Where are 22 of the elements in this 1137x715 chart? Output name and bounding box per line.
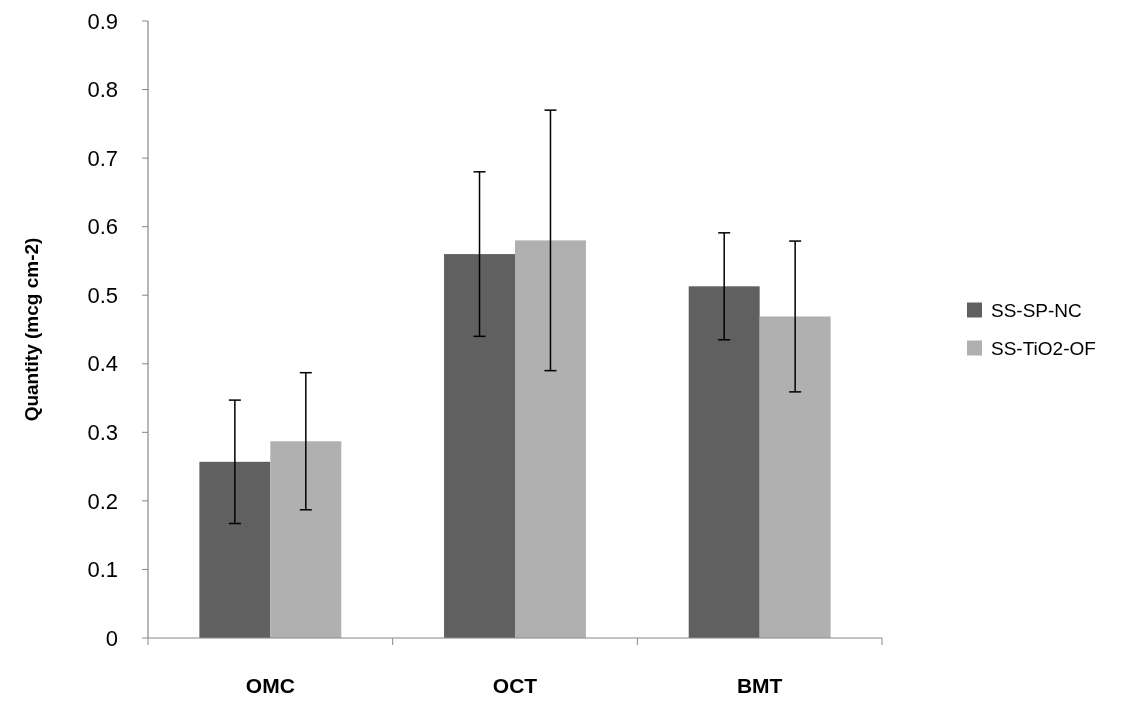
bar — [688, 286, 760, 638]
bar — [759, 316, 831, 638]
y-tick-label: 0.8 — [87, 77, 118, 103]
x-tick-label: OCT — [492, 674, 538, 697]
bar — [199, 461, 271, 638]
bar — [270, 441, 342, 638]
y-tick-label: 0 — [105, 625, 118, 651]
y-tick-label: 0.9 — [87, 8, 118, 34]
bar — [444, 254, 515, 638]
x-tick-label: BMT — [736, 674, 783, 697]
y-tick-label: 0.1 — [87, 557, 118, 583]
legend-label: SS-TiO2-OF — [991, 338, 1096, 360]
y-tick-label: 0.6 — [87, 214, 118, 240]
y-tick-label: 0.7 — [87, 145, 118, 171]
y-tick-label: 0.2 — [87, 488, 118, 514]
bar — [515, 240, 586, 638]
y-tick-label: 0.3 — [87, 420, 118, 446]
y-axis-title: Quantity (mcg cm-2) — [21, 237, 42, 422]
y-tick-label: 0.5 — [87, 282, 118, 308]
y-tick-label: 0.4 — [87, 351, 118, 377]
x-tick-label: OMC — [245, 674, 295, 697]
legend-label: SS-SP-NC — [991, 300, 1082, 322]
